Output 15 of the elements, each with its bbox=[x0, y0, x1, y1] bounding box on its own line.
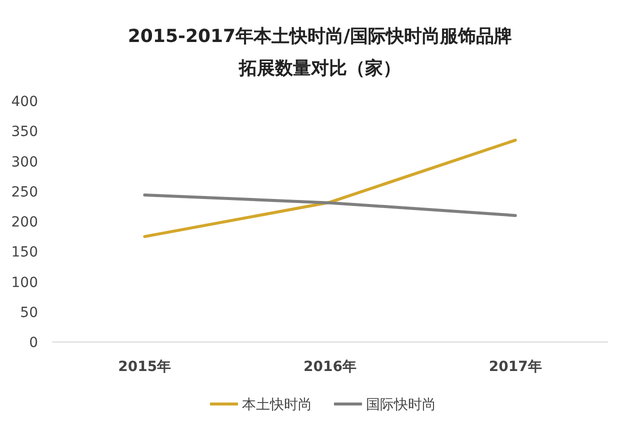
y-tick-label: 0 bbox=[29, 335, 38, 351]
title: 2015-2017年本土快时尚/国际快时尚服饰品牌拓展数量对比（家） bbox=[128, 26, 512, 79]
y-tick-label: 400 bbox=[11, 94, 38, 110]
y-tick-label: 300 bbox=[11, 154, 38, 170]
y-tick-label: 50 bbox=[20, 304, 38, 321]
legend-label: 国际快时尚 bbox=[366, 397, 436, 413]
x-tick-label: 2015年 bbox=[118, 359, 172, 375]
y-tick-label: 250 bbox=[11, 184, 38, 200]
y-tick-label: 100 bbox=[11, 274, 38, 291]
legend-label: 本土快时尚 bbox=[242, 397, 312, 413]
y-tick-label: 350 bbox=[11, 124, 38, 140]
x-tick-label: 2017年 bbox=[488, 359, 542, 375]
x-tick-label: 2016年 bbox=[304, 359, 356, 375]
y-tick-label: 200 bbox=[11, 214, 38, 230]
y-tick-label: 150 bbox=[11, 244, 38, 261]
